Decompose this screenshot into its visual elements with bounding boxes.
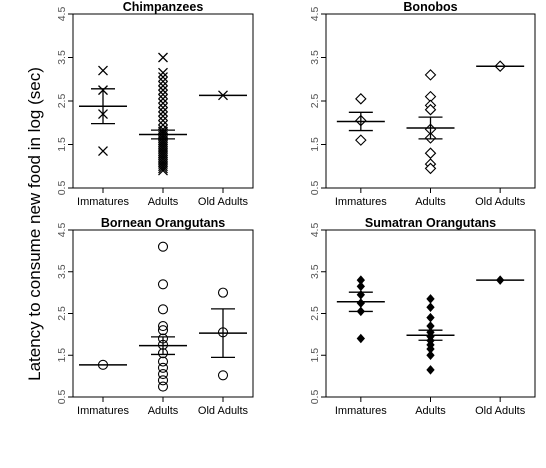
data-point [157,320,169,332]
x-tick-label: Immatures [77,405,129,417]
y-tick-label: 0.5 [309,181,321,196]
data-point [98,65,108,76]
x-tick-label: Old Adults [475,196,526,208]
x-tick-label: Immatures [335,405,387,417]
y-tick-label: 1.5 [309,348,321,363]
data-point [426,365,435,375]
y-tick-label: 1.5 [56,348,68,363]
data-point [158,93,168,104]
data-point [355,93,367,105]
y-tick-label: 3.5 [309,50,321,65]
data-point [158,67,168,78]
data-point [424,103,437,116]
data-point [157,279,169,290]
y-tick-label: 2.5 [309,306,321,321]
panel-bornean-orangutans: Bornean Orangutans 0.5 1.5 2.5 3.5 4.5 Immatur… [56,216,254,417]
panel-title: Chimpanzees [123,0,204,14]
figure-ylabel: Latency to consume new food in log (sec) [25,67,44,381]
y-tick-label: 4.5 [309,7,321,22]
x-tick-label: Adults [415,405,446,417]
data-point [217,370,229,381]
data-point [157,304,169,315]
data-point [158,163,168,174]
data-point [158,89,168,100]
data-point [158,72,168,83]
y-tick-label: 1.5 [56,137,68,152]
y-tick-label: 0.5 [56,181,68,196]
y-tick-label: 2.5 [56,94,68,109]
data-point [158,106,168,117]
data-point [158,102,168,113]
y-tick-label: 3.5 [56,264,68,279]
data-point [424,69,437,81]
y-tick-label: 3.5 [309,264,321,279]
data-point [356,333,365,344]
x-tick-label: Adults [415,196,446,208]
panel-title: Sumatran Orangutans [365,216,496,230]
data-point [426,302,435,312]
data-point [158,98,168,109]
y-tick-label: 2.5 [309,94,321,109]
data-point [158,161,168,172]
x-tick-label: Adults [148,405,179,417]
data-point [157,375,169,386]
y-tick-label: 0.5 [309,390,321,405]
data-point [158,115,168,126]
panel-title: Bornean Orangutans [101,216,225,230]
data-point [157,381,169,392]
data-point [157,325,169,336]
x-tick-label: Old Adults [475,405,526,417]
y-tick-label: 4.5 [56,223,68,238]
data-point [157,368,169,380]
data-point [157,356,169,367]
x-tick-label: Immatures [335,196,387,208]
data-point [158,165,168,176]
data-point [98,146,108,156]
data-point [426,294,435,304]
data-point [426,312,435,323]
x-tick-label: Immatures [77,196,129,208]
data-point [158,52,168,63]
data-point [158,80,168,91]
panel-sumatran-orangutans: Sumatran Orangutans 0.5 1.5 2.5 3.5 4.5 Immatu… [309,216,536,417]
y-tick-label: 1.5 [309,137,321,152]
data-point [426,350,435,361]
data-point [217,287,229,298]
x-tick-label: Adults [148,196,179,208]
y-tick-label: 2.5 [56,306,68,321]
data-point [355,134,367,146]
data-point [158,111,168,122]
data-point [157,362,169,373]
data-point [424,147,437,159]
panel-bonobos: Bonobos 0.5 1.5 2.5 3.5 4.5 Immatures Adults Old… [309,0,536,208]
data-point [424,162,437,175]
data-point [158,76,168,87]
y-tick-label: 4.5 [309,223,321,238]
panel-title: Bonobos [403,0,457,14]
y-tick-label: 0.5 [56,390,68,405]
x-tick-label: Old Adults [198,196,249,208]
data-point [356,281,365,292]
y-tick-label: 4.5 [56,7,68,22]
data-point [157,241,169,252]
panel-chimpanzees: Chimpanzees 0.5 1.5 2.5 3.5 4.5 Immatures Adult… [56,0,254,208]
y-tick-label: 3.5 [56,50,68,65]
x-tick-label: Old Adults [198,405,249,417]
data-point [158,85,168,96]
